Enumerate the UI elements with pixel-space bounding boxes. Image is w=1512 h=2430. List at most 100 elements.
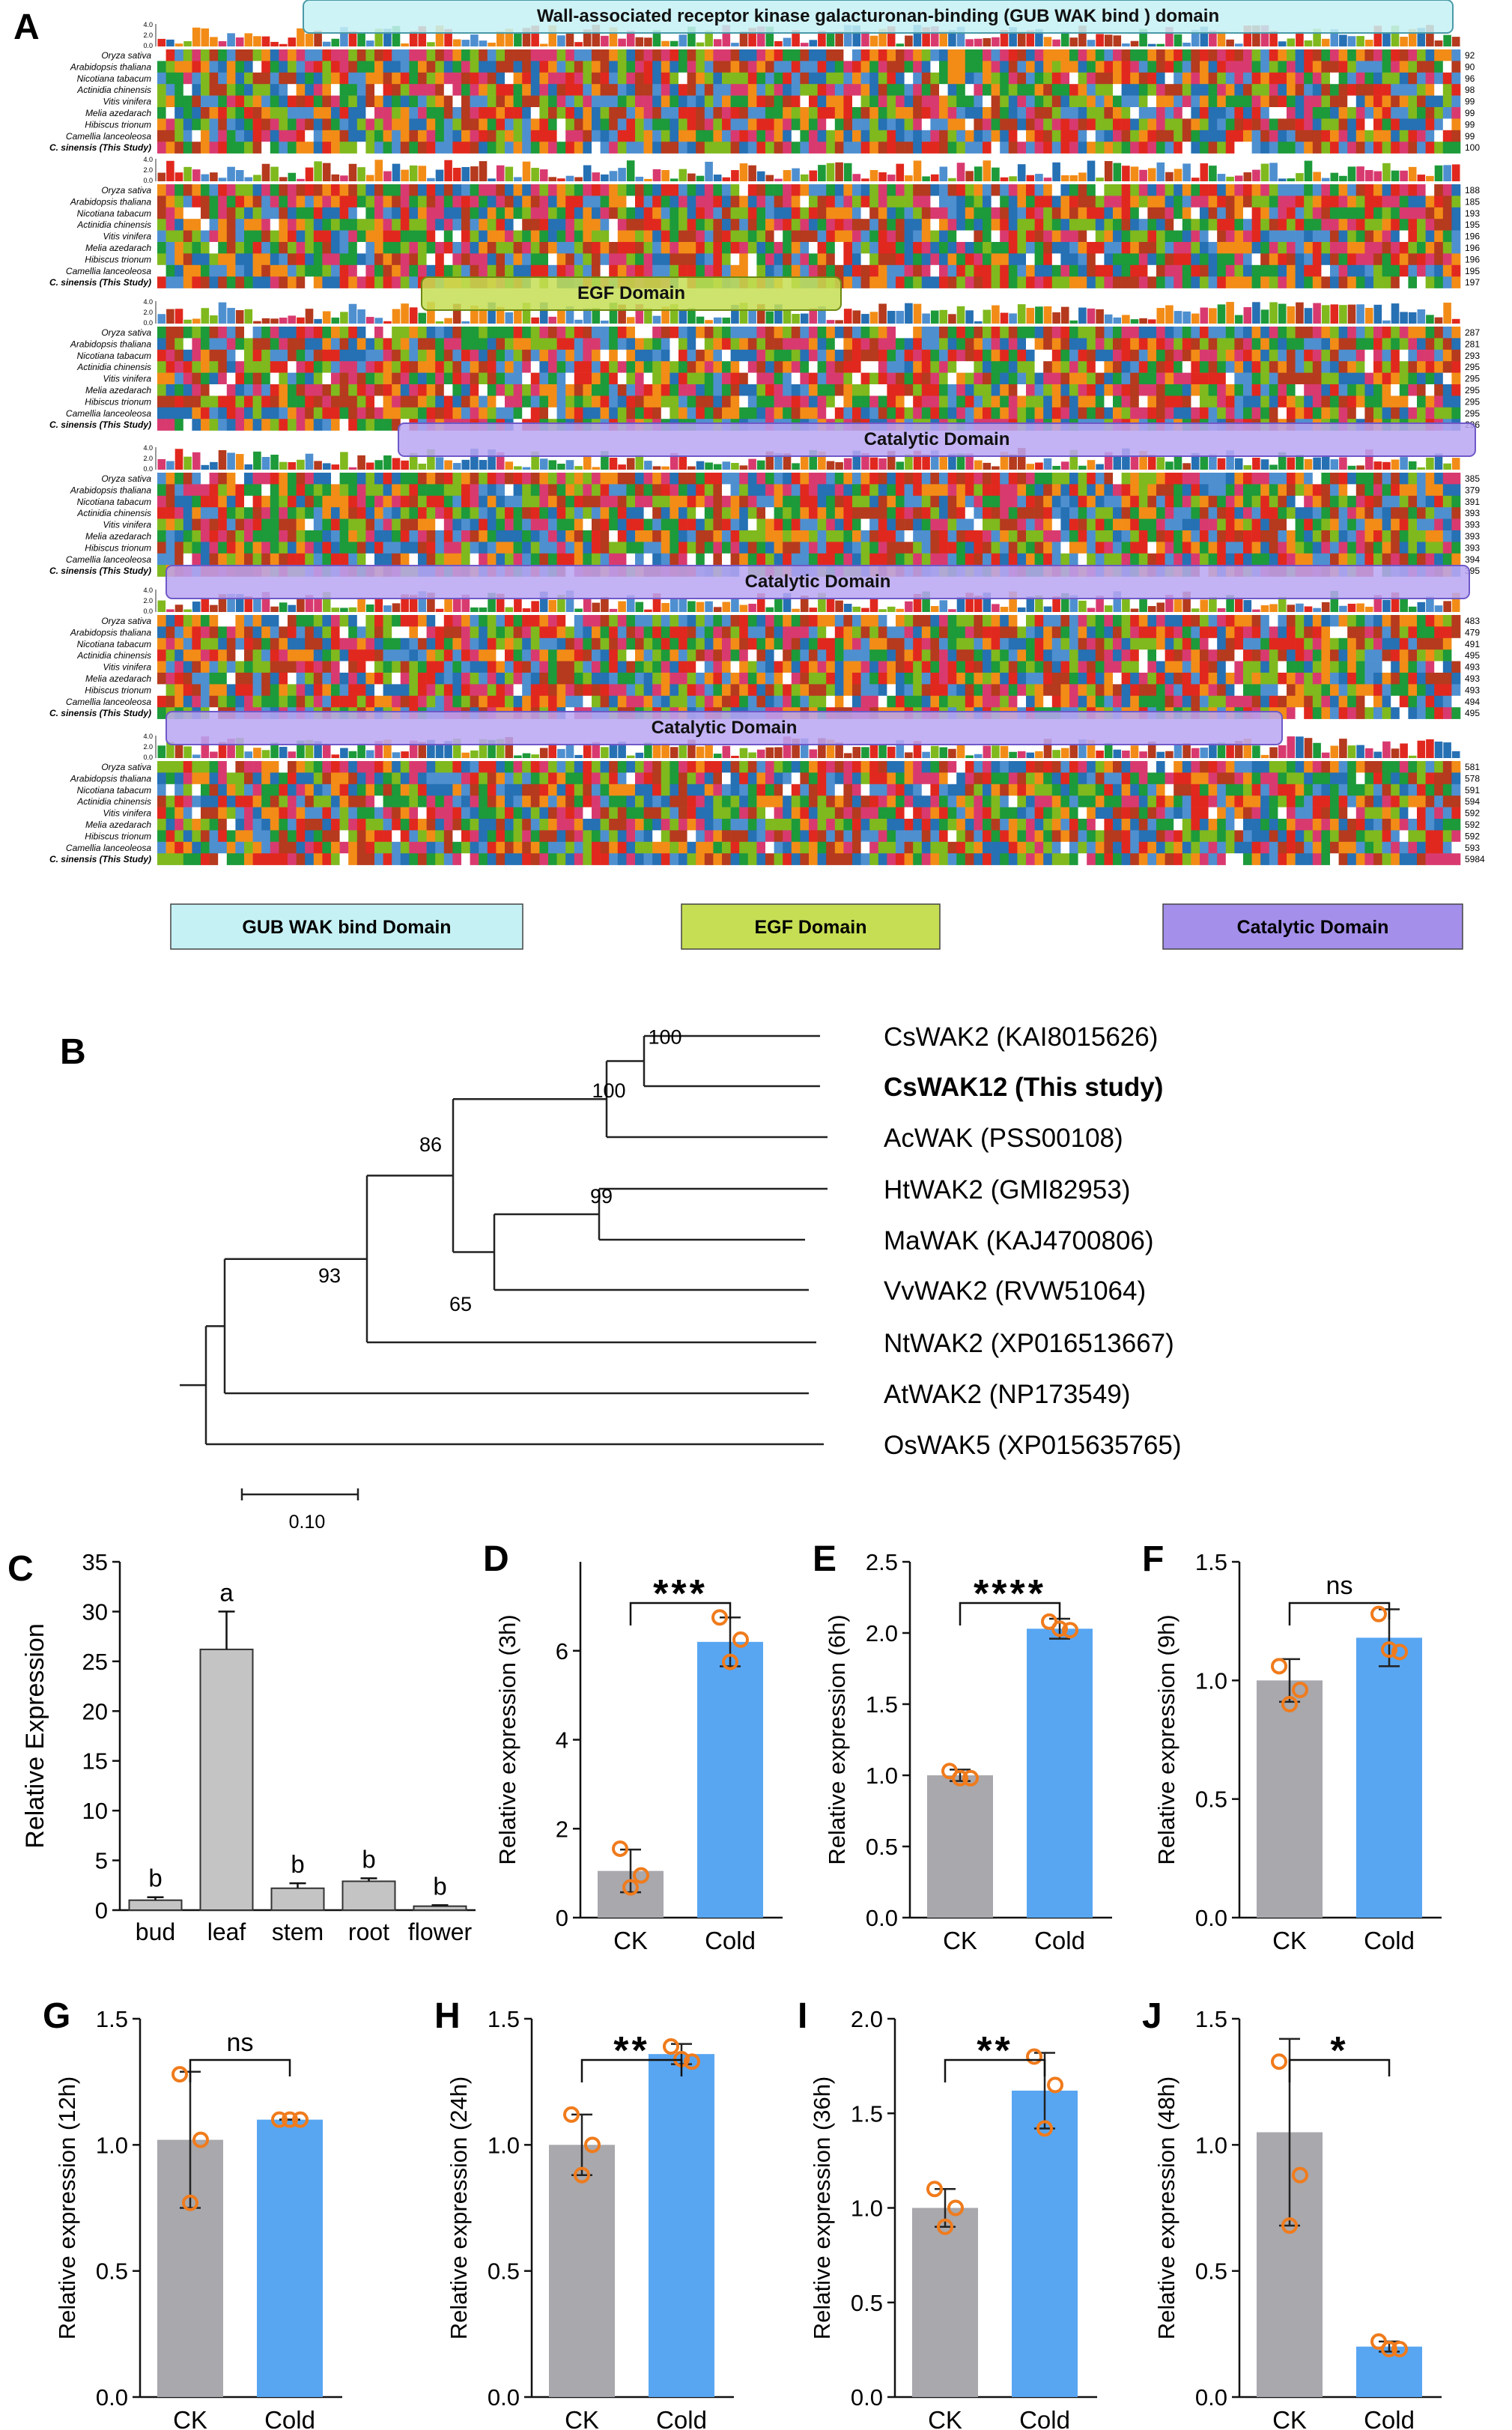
residue-cell — [1225, 184, 1235, 196]
residue-cell — [1373, 196, 1382, 208]
residue-cell — [1391, 407, 1400, 419]
residue-cell — [991, 372, 1001, 385]
residue-cell — [1417, 230, 1426, 243]
residue-cell — [939, 396, 948, 408]
residue-cell — [826, 264, 836, 277]
residue-cell — [157, 484, 166, 497]
residue-cell — [1051, 230, 1061, 243]
residue-cell — [1391, 72, 1400, 85]
residue-cell — [869, 142, 879, 154]
logo-glyph — [652, 315, 661, 324]
residue-cell — [513, 95, 523, 108]
residue-cell — [1287, 118, 1296, 131]
residue-cell — [279, 219, 288, 231]
residue-cell — [826, 118, 836, 131]
residue-cell — [617, 107, 627, 119]
residue-cell — [1312, 407, 1322, 419]
logo-glyph — [1391, 459, 1400, 470]
residue-cell — [1391, 338, 1400, 351]
residue-cell — [583, 384, 592, 396]
residue-cell — [470, 184, 479, 196]
residue-cell — [635, 196, 644, 208]
residue-cell — [983, 361, 992, 373]
residue-cell — [852, 184, 861, 196]
logo-glyph — [1200, 163, 1209, 181]
residue-cell — [826, 230, 836, 243]
residue-cell — [956, 361, 966, 373]
residue-cell — [1051, 118, 1061, 131]
residue-cell — [192, 349, 201, 362]
residue-cell — [765, 407, 774, 419]
residue-cell — [678, 338, 687, 351]
residue-cell — [218, 219, 228, 231]
residue-cell — [356, 327, 366, 339]
logo-glyph — [965, 453, 974, 470]
residue-cell — [791, 361, 801, 373]
residue-cell — [348, 72, 358, 85]
residue-cell — [1208, 84, 1218, 96]
residue-cell — [1156, 253, 1165, 266]
residue-cell — [1051, 276, 1061, 288]
residue-cell — [1251, 253, 1261, 266]
residue-cell — [1008, 107, 1018, 119]
residue-cell — [192, 327, 201, 339]
logo-glyph — [244, 309, 253, 324]
residue-cell — [1278, 49, 1287, 61]
residue-cell — [479, 372, 488, 385]
residue-cell — [1060, 184, 1070, 196]
residue-cell — [661, 219, 670, 231]
residue-cell — [817, 242, 827, 254]
logo-glyph — [1147, 455, 1156, 470]
residue-cell — [904, 338, 914, 351]
residue-cell — [956, 118, 966, 131]
residue-cell — [1364, 264, 1374, 277]
residue-cell — [1234, 142, 1244, 154]
residue-cell — [826, 372, 836, 385]
residue-cell — [722, 372, 731, 385]
residue-cell — [1330, 196, 1339, 208]
logo-glyph — [765, 451, 774, 470]
residue-cell — [1243, 196, 1252, 208]
residue-cell — [670, 349, 679, 362]
residue-cell — [1382, 407, 1391, 419]
residue-cell — [913, 84, 923, 96]
logo-glyph — [1052, 162, 1060, 181]
residue-cell — [505, 219, 514, 231]
residue-cell — [670, 184, 679, 196]
residue-cell — [834, 49, 844, 61]
residue-cell — [348, 49, 358, 61]
residue-cell — [983, 372, 992, 385]
residue-cell — [1156, 230, 1165, 243]
residue-cell — [487, 142, 497, 154]
residue-cell — [574, 72, 583, 85]
residue-cell — [1087, 95, 1096, 108]
residue-cell — [1008, 396, 1018, 408]
residue-cell — [1355, 276, 1365, 288]
logo-glyph — [965, 310, 974, 324]
residue-cell — [860, 384, 870, 396]
logo-glyph — [1009, 27, 1017, 46]
residue-cell — [1330, 327, 1339, 339]
residue-cell — [244, 142, 253, 154]
residue-cell — [896, 230, 905, 243]
residue-cell — [201, 72, 210, 85]
logo-glyph — [1017, 448, 1026, 470]
residue-cell — [365, 264, 375, 277]
residue-cell — [991, 84, 1001, 96]
residue-cell — [635, 484, 644, 497]
residue-cell — [313, 61, 323, 73]
residue-cell — [1338, 219, 1348, 231]
logo-glyph — [678, 169, 687, 181]
residue-cell — [201, 338, 210, 351]
residue-cell — [1417, 473, 1426, 485]
residue-cell — [530, 72, 540, 85]
residue-cell — [1425, 276, 1435, 288]
residue-cell — [244, 207, 253, 219]
residue-cell — [843, 118, 853, 131]
residue-cell — [1442, 338, 1452, 351]
residue-cell — [409, 349, 419, 362]
residue-cell — [983, 130, 992, 142]
residue-cell — [1330, 230, 1339, 243]
residue-cell — [747, 130, 757, 142]
residue-cell — [261, 49, 271, 61]
